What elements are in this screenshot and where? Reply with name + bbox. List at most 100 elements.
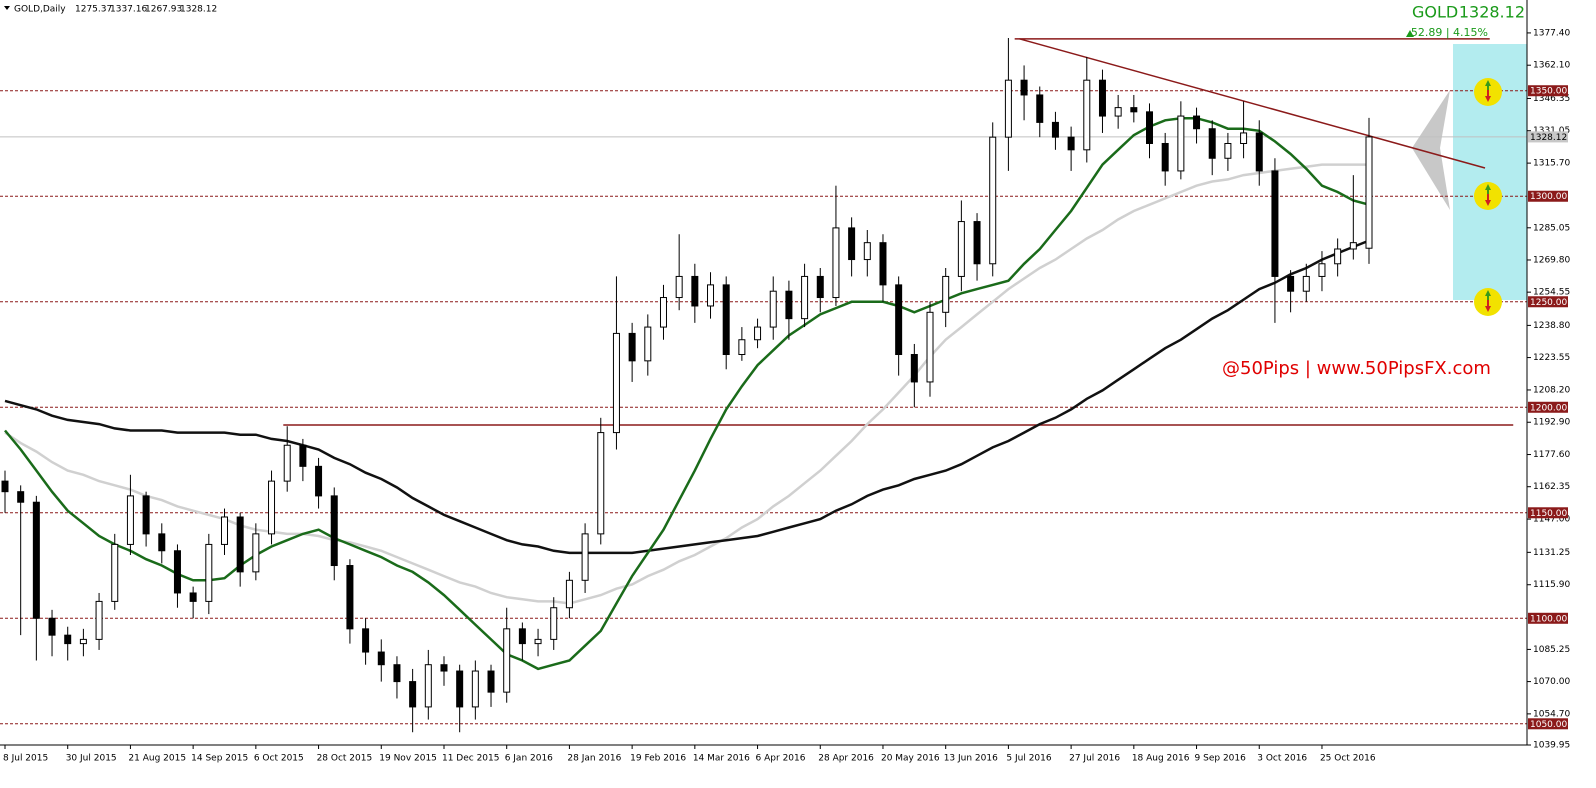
y-tick-label: 1115.90 bbox=[1533, 580, 1570, 590]
candle-body bbox=[1255, 132, 1263, 172]
candle-body bbox=[1114, 107, 1122, 117]
candle-body bbox=[32, 501, 40, 619]
candle-body bbox=[942, 275, 950, 313]
x-tick-label: 14 Mar 2016 bbox=[693, 754, 750, 764]
level-label: 1150.00 bbox=[1530, 509, 1567, 519]
candle-body bbox=[769, 290, 777, 328]
candle-body bbox=[1036, 94, 1044, 123]
candle-body bbox=[926, 311, 934, 383]
candle-body bbox=[440, 664, 448, 672]
candle-body bbox=[738, 339, 746, 356]
y-tick-label: 1285.05 bbox=[1533, 223, 1570, 233]
candle-body bbox=[895, 284, 903, 356]
candle-body bbox=[126, 495, 134, 545]
down-arrow-icon bbox=[1485, 90, 1491, 102]
trendline bbox=[1019, 38, 1486, 169]
candle-body bbox=[79, 638, 87, 645]
candle-body bbox=[1177, 115, 1185, 172]
candle-body bbox=[910, 354, 918, 383]
candle-body bbox=[48, 617, 56, 636]
up-arrow-icon bbox=[1485, 290, 1491, 302]
candle-body bbox=[1083, 79, 1091, 151]
x-tick-label: 6 Apr 2016 bbox=[756, 754, 806, 764]
level-label-box bbox=[1528, 296, 1568, 308]
y-tick-label: 1131.25 bbox=[1533, 548, 1570, 558]
level-label: 1100.00 bbox=[1530, 614, 1567, 624]
candle-body bbox=[1208, 128, 1216, 159]
candle-body bbox=[1051, 121, 1059, 138]
up-arrow-icon bbox=[1485, 80, 1491, 92]
signal-icons bbox=[1474, 78, 1502, 316]
candle-body bbox=[189, 592, 197, 602]
candle-body bbox=[1161, 142, 1169, 172]
x-tick-label: 6 Oct 2015 bbox=[254, 754, 304, 764]
candle-body bbox=[283, 444, 291, 482]
up-arrow-icon bbox=[1485, 184, 1491, 196]
candle-body bbox=[346, 565, 354, 630]
quote-price: 1328.12 bbox=[1459, 3, 1525, 22]
y-tick-label: 1192.90 bbox=[1533, 418, 1570, 428]
candle-body bbox=[597, 432, 605, 535]
x-tick-label: 8 Jul 2015 bbox=[3, 754, 48, 764]
up-triangle bbox=[1406, 30, 1414, 37]
candle-body bbox=[1302, 275, 1310, 292]
candle-body bbox=[1318, 263, 1326, 277]
y-tick-label: 1269.80 bbox=[1533, 255, 1570, 265]
x-tick-label: 28 Oct 2015 bbox=[317, 754, 373, 764]
candle-body bbox=[1240, 132, 1248, 144]
y-tick-label: 1054.70 bbox=[1533, 709, 1570, 719]
x-tick-label: 27 Jul 2016 bbox=[1069, 754, 1120, 764]
y-tick-label: 1070.00 bbox=[1533, 677, 1570, 687]
x-tick-label: 25 Oct 2016 bbox=[1320, 754, 1376, 764]
y-tick-label: 1162.35 bbox=[1533, 482, 1570, 492]
level-label-box bbox=[1528, 612, 1568, 624]
candle-body bbox=[1, 480, 9, 493]
candle-body bbox=[722, 284, 730, 356]
candle-body bbox=[252, 533, 260, 573]
x-tick-label: 5 Jul 2016 bbox=[1006, 754, 1051, 764]
moving-average bbox=[4, 239, 1370, 555]
candle-body bbox=[1146, 111, 1154, 144]
down-arrow-icon bbox=[1485, 194, 1491, 206]
y-tick-label: 1147.00 bbox=[1533, 515, 1570, 525]
candle-body bbox=[471, 670, 479, 708]
menu-triangle bbox=[4, 6, 10, 10]
x-tick-label: 11 Dec 2015 bbox=[442, 754, 500, 764]
candle-body bbox=[393, 664, 401, 683]
candle-body bbox=[173, 550, 181, 594]
candle-body bbox=[534, 638, 542, 645]
candle-body bbox=[424, 664, 432, 708]
candle-body bbox=[1271, 170, 1279, 277]
candle-body bbox=[236, 516, 244, 573]
candle-body bbox=[503, 628, 511, 693]
candle-body bbox=[1193, 115, 1201, 130]
candle-body bbox=[863, 242, 871, 261]
y-tick-label: 1331.05 bbox=[1533, 126, 1570, 136]
candle-body bbox=[299, 444, 307, 467]
y-tick-label: 1177.60 bbox=[1533, 450, 1570, 460]
candle-body bbox=[111, 543, 119, 602]
candle-body bbox=[1224, 142, 1232, 159]
candle-body bbox=[330, 495, 338, 567]
candle-body bbox=[785, 290, 793, 320]
x-tick-label: 6 Jan 2016 bbox=[505, 754, 553, 764]
x-tick-label: 14 Sep 2015 bbox=[191, 754, 248, 764]
level-label: 1050.00 bbox=[1530, 720, 1567, 730]
y-tick-label: 1223.55 bbox=[1533, 353, 1570, 363]
ohlc-open: 1275.37 bbox=[75, 5, 112, 15]
candle-body bbox=[95, 600, 103, 640]
x-tick-label: 19 Feb 2016 bbox=[630, 754, 686, 764]
level-label: 1200.00 bbox=[1530, 403, 1567, 413]
moving-average bbox=[4, 163, 1369, 605]
candle-body bbox=[816, 275, 824, 299]
level-label: 1250.00 bbox=[1530, 298, 1567, 308]
x-tick-label: 28 Jan 2016 bbox=[567, 754, 621, 764]
level-label-box bbox=[1528, 718, 1568, 730]
current-price-label: 1328.12 bbox=[1530, 133, 1567, 143]
ohlc-low: 1267.93 bbox=[145, 5, 182, 15]
level-label-box bbox=[1528, 401, 1568, 413]
candle-body bbox=[801, 275, 809, 320]
y-tick-label: 1315.70 bbox=[1533, 159, 1570, 169]
candle-body bbox=[848, 227, 856, 261]
